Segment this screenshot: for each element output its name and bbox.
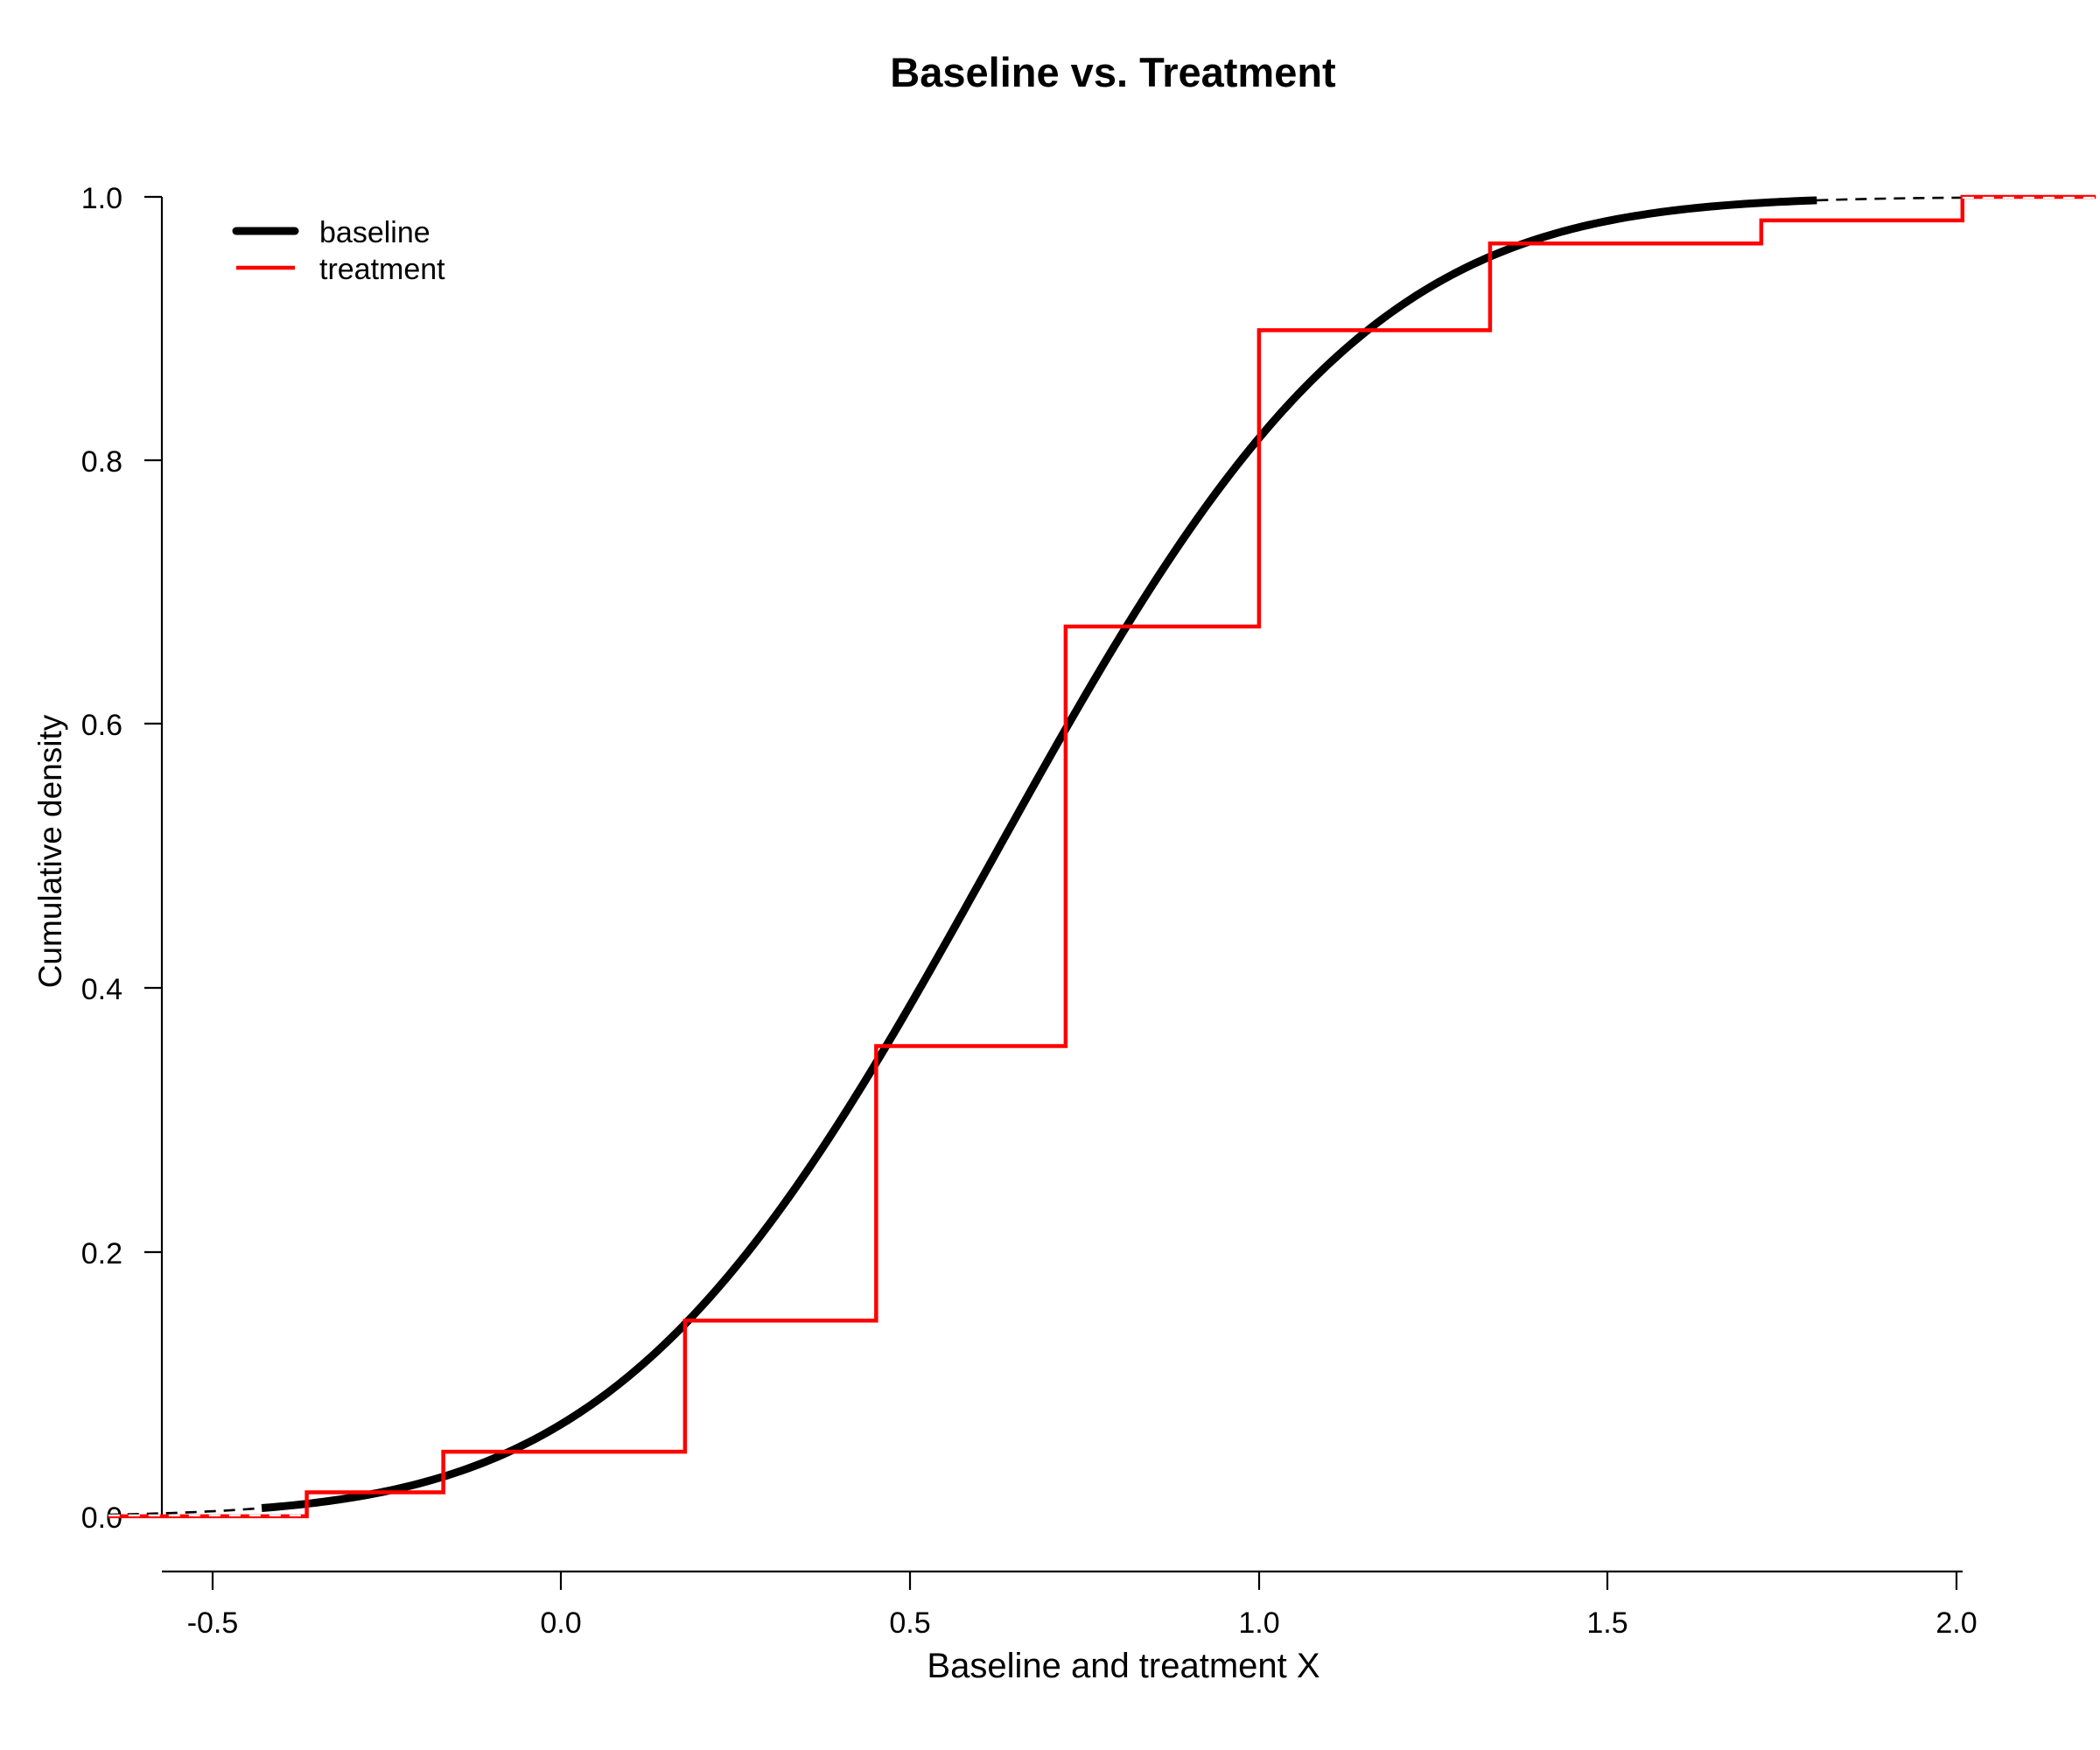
svg-text:1.0: 1.0 [81, 182, 122, 215]
svg-text:2.0: 2.0 [1936, 1606, 1977, 1640]
svg-text:Baseline vs. Treatment: Baseline vs. Treatment [890, 49, 1336, 95]
svg-text:-0.5: -0.5 [187, 1606, 239, 1640]
svg-text:0.6: 0.6 [81, 709, 122, 742]
svg-text:0.4: 0.4 [81, 973, 122, 1006]
svg-text:Cumulative density: Cumulative density [32, 714, 68, 988]
svg-text:0.2: 0.2 [81, 1237, 122, 1270]
svg-text:treatment: treatment [319, 253, 445, 286]
svg-text:baseline: baseline [319, 216, 430, 249]
svg-text:0.5: 0.5 [889, 1606, 930, 1640]
svg-text:0.8: 0.8 [81, 445, 122, 479]
svg-text:1.5: 1.5 [1586, 1606, 1628, 1640]
svg-text:1.0: 1.0 [1238, 1606, 1279, 1640]
svg-text:0.0: 0.0 [540, 1606, 581, 1640]
svg-text:Baseline and treatment X: Baseline and treatment X [927, 1647, 1320, 1685]
